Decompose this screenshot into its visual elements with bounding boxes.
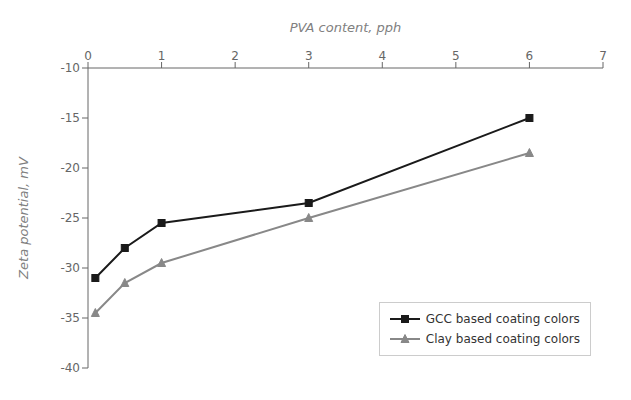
svg-text:-35: -35 [60,311,80,325]
svg-text:1: 1 [158,49,166,63]
svg-text:-40: -40 [60,361,80,375]
svg-text:5: 5 [452,49,460,63]
svg-text:-10: -10 [60,61,80,75]
svg-text:-30: -30 [60,261,80,275]
svg-text:2: 2 [231,49,239,63]
svg-text:3: 3 [305,49,313,63]
svg-text:-25: -25 [60,211,80,225]
svg-text:-20: -20 [60,161,80,175]
svg-text:4: 4 [378,49,386,63]
svg-text:-15: -15 [60,111,80,125]
html-text:Clay based coating colors: Clay based coating colors [425,332,580,346]
html-text:GCC based coating colors: GCC based coating colors [425,312,580,326]
svg-text:Zeta potential, mV: Zeta potential, mV [16,156,31,280]
svg-text:7: 7 [599,49,607,63]
svg-text:0: 0 [84,49,92,63]
svg-text:6: 6 [526,49,534,63]
svg-text:PVA content, pph: PVA content, pph [290,20,402,35]
